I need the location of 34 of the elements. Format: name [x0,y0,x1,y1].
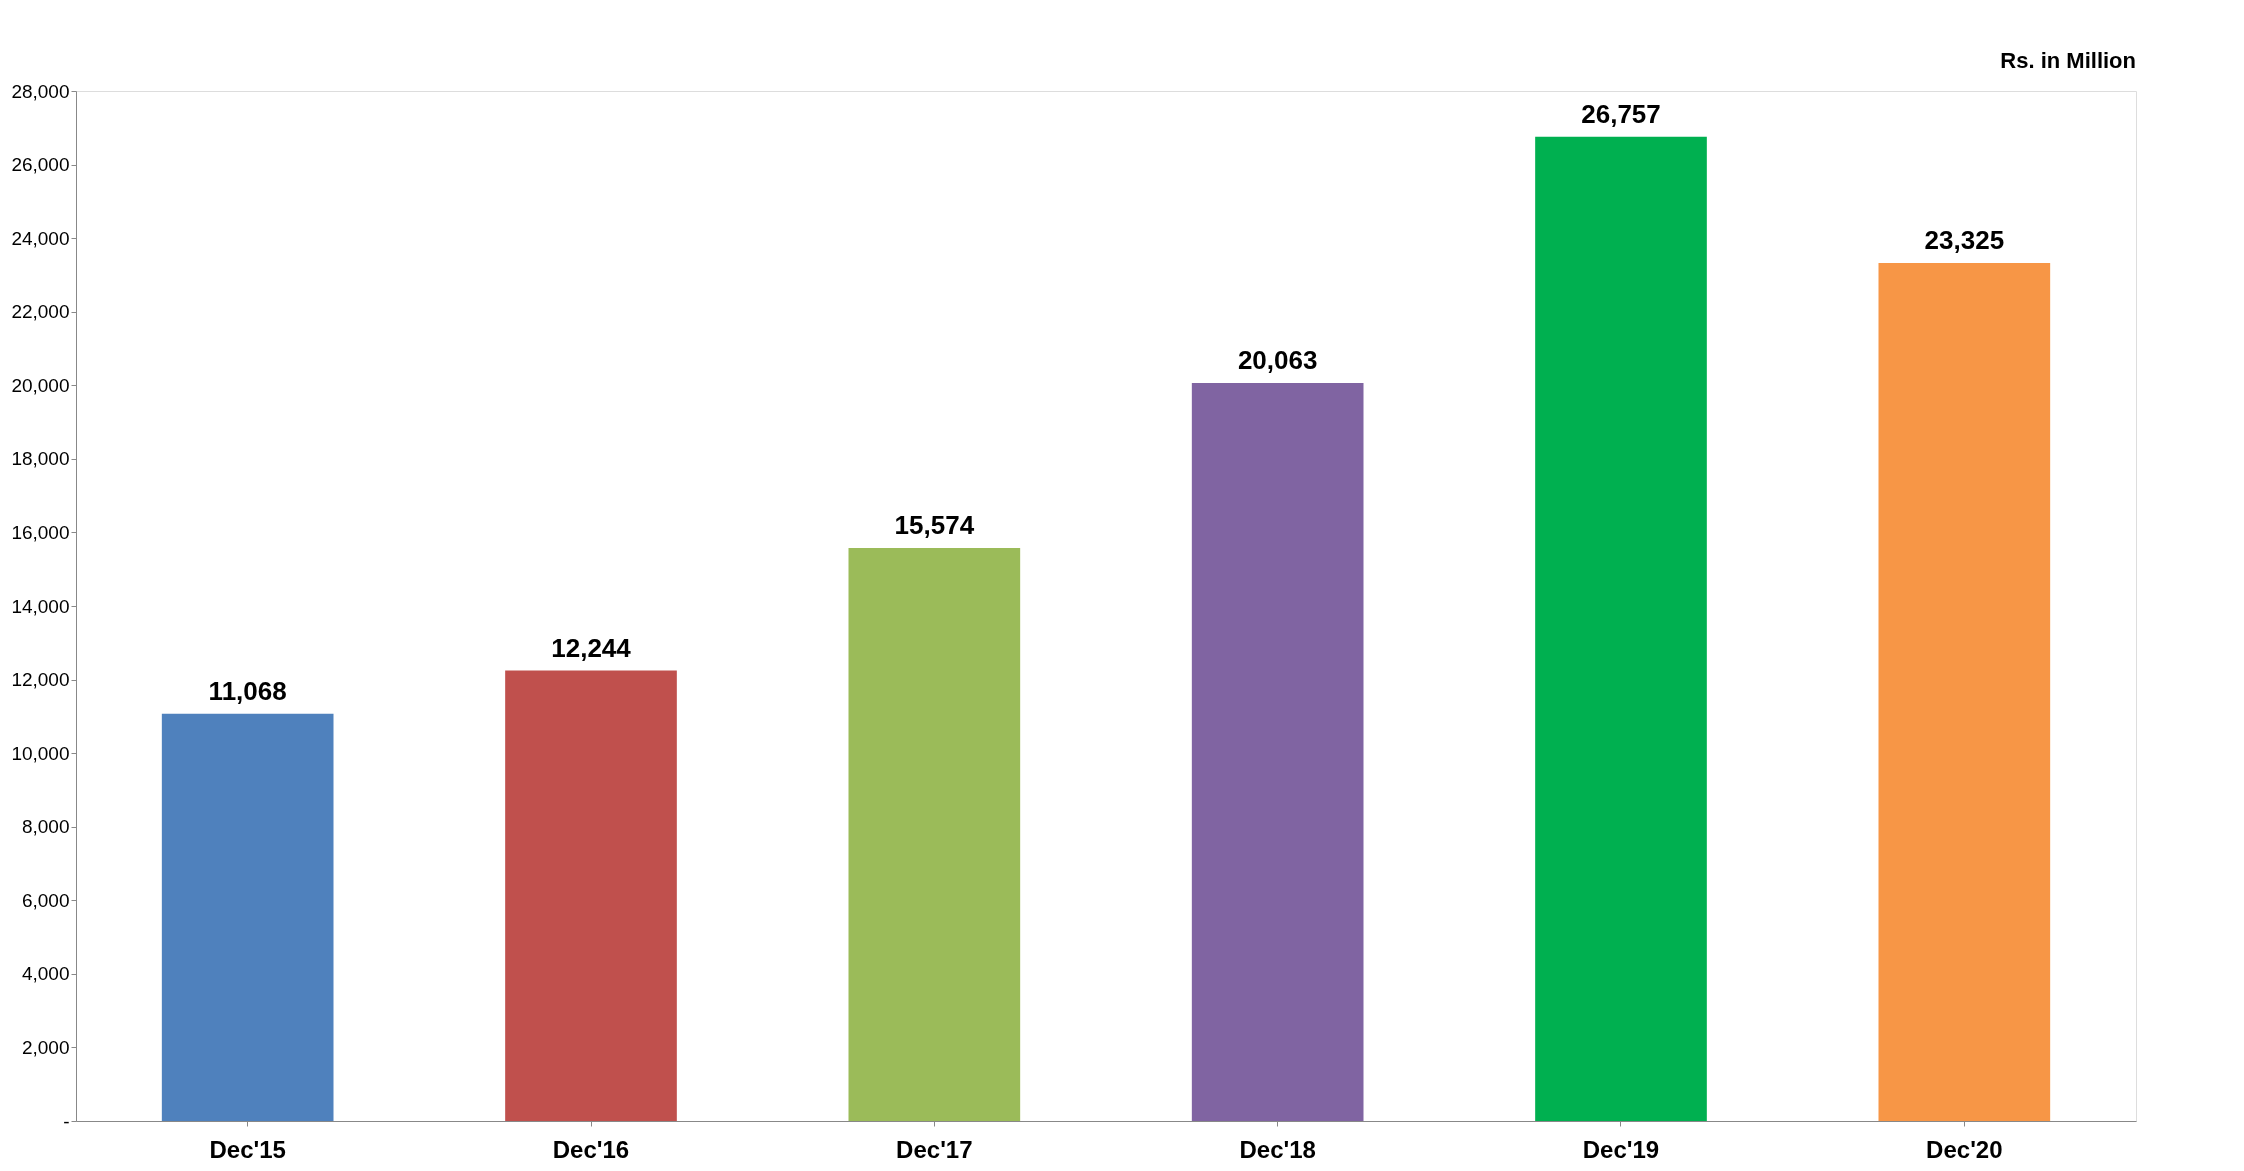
y-tick-label: 14,000 [11,595,70,617]
bar [1535,136,1707,1121]
y-tick-label: 16,000 [11,521,70,543]
x-tick-label: Dec'17 [896,1135,973,1163]
x-tick-label: Dec'19 [1582,1135,1660,1163]
bar [848,548,1021,1121]
text: Rs. in Million [2000,48,2136,73]
x-tick-label: Dec'16 [552,1135,630,1163]
y-tick-label: 2,000 [21,1036,70,1058]
y-tick-label: 24,000 [11,227,70,249]
y-tick-label: - [63,1110,70,1132]
y-tick-label: 4,000 [21,963,70,985]
y-tick-label: 20,000 [11,374,70,396]
bar [505,670,677,1121]
data-label: 20,063 [1237,344,1318,375]
x-tick-label: Dec'20 [1926,1135,2003,1163]
x-tick-label: Dec'15 [209,1135,286,1163]
bar [161,713,334,1121]
y-tick-label: 26,000 [11,154,70,176]
bar [1191,382,1364,1121]
y-tick-label: 28,000 [11,80,70,102]
y-tick-label: 18,000 [11,448,70,470]
y-tick-label: 6,000 [21,889,70,911]
y-tick-label: 8,000 [21,816,70,838]
y-tick-label: 22,000 [11,301,70,323]
x-tick-label: Dec'18 [1239,1135,1316,1163]
bar [1878,262,2051,1121]
data-label: 26,757 [1581,98,1661,129]
data-label: 15,574 [894,510,975,541]
data-label: 11,068 [208,675,287,706]
data-label: 12,244 [551,632,632,663]
data-label: 23,325 [1924,224,2005,255]
y-tick-label: 12,000 [11,669,70,691]
y-tick-label: 10,000 [11,742,70,764]
